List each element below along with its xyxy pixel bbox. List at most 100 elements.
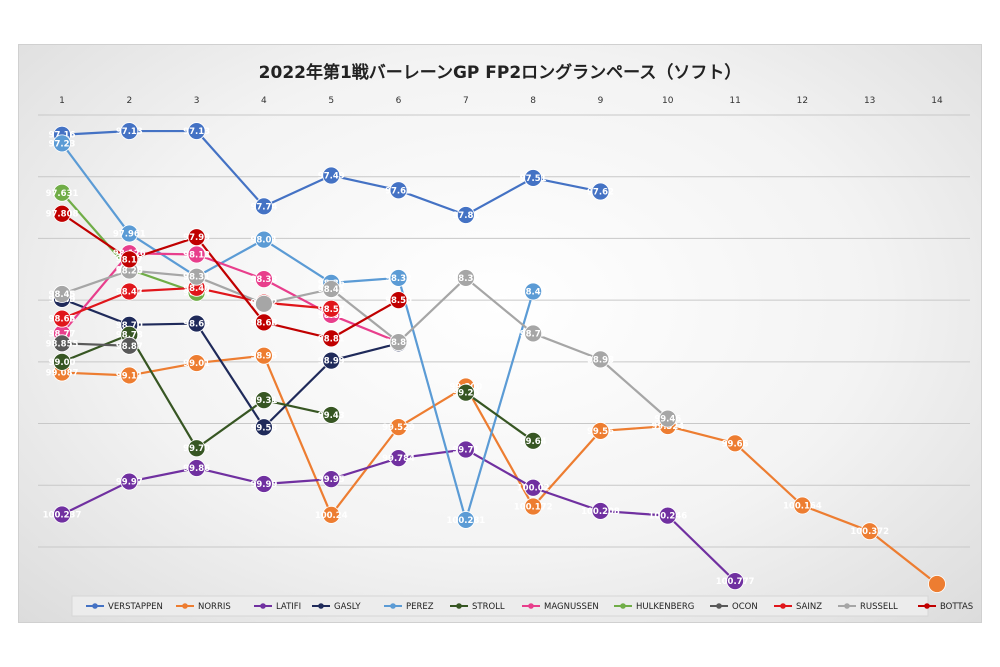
legend-entry: SAINZ — [774, 602, 822, 612]
data-label: 99.64 — [520, 437, 547, 447]
legend-entry: RUSSELL — [838, 602, 898, 612]
data-point — [255, 270, 273, 289]
data-label: 97.51 — [520, 174, 547, 184]
data-point — [120, 224, 139, 243]
data-label: 98.77 — [520, 329, 547, 339]
legend-swatch-dot — [716, 603, 722, 609]
data-point — [255, 294, 273, 313]
legend-swatch-dot — [390, 603, 396, 609]
data-label: 99.25 — [452, 389, 479, 399]
legend-entry: STROLL — [450, 602, 505, 612]
legend-entry: VERSTAPPEN — [86, 602, 163, 612]
data-point — [524, 169, 543, 187]
data-label: 99.46 — [654, 415, 681, 425]
chart-frame — [18, 44, 982, 623]
legend: VERSTAPPEN NORRIS LATIFI GASLY PEREZ STROLL MA… — [71, 595, 973, 617]
legend-swatch-dot — [260, 603, 266, 609]
data-label: 97.74 — [250, 202, 277, 212]
legend-entry: GASLY — [312, 602, 361, 612]
data-point — [322, 299, 341, 318]
data-point — [726, 434, 744, 453]
data-point — [322, 470, 341, 488]
x-tick-label: 8 — [530, 96, 536, 106]
data-label: 99.529 — [382, 423, 415, 433]
data-point — [255, 346, 273, 365]
legend-label: PEREZ — [406, 602, 434, 612]
legend-swatch-dot — [924, 603, 930, 609]
legend-swatch-dot — [92, 603, 98, 609]
legend-swatch-dot — [182, 603, 188, 609]
legend-entry: HULKENBERG — [614, 602, 694, 612]
data-point — [389, 449, 408, 468]
data-point — [456, 206, 475, 224]
data-point — [322, 406, 341, 424]
data-point — [456, 383, 475, 402]
x-tick-label: 6 — [396, 96, 402, 106]
data-point — [120, 366, 139, 385]
data-point — [53, 352, 71, 371]
data-label: 98.95 — [250, 352, 277, 362]
data-label: 98.32 — [385, 274, 412, 284]
data-label: 99.99 — [250, 480, 277, 490]
data-label: 97.23 — [49, 139, 76, 149]
data-label: 99.95 — [318, 475, 345, 485]
data-label: 98.33 — [250, 275, 277, 285]
data-point — [255, 197, 273, 216]
legend-entry: MAGNUSSEN — [522, 602, 599, 612]
legend-swatch-dot — [318, 603, 324, 609]
legend-label: SAINZ — [796, 602, 822, 612]
data-point — [255, 418, 273, 437]
data-label: 99.00 — [49, 358, 76, 368]
data-label: 98.81 — [318, 334, 345, 344]
data-point — [591, 502, 610, 520]
data-label: 98.99 — [318, 357, 345, 367]
data-point — [255, 313, 273, 332]
x-tick-label: 14 — [931, 96, 943, 106]
data-label: 99.31 — [250, 396, 277, 406]
data-point — [187, 228, 206, 247]
data-point — [524, 497, 543, 516]
x-tick-label: 11 — [729, 96, 740, 106]
data-label: 98.32 — [452, 274, 479, 284]
data-label: 98.13 — [183, 250, 210, 260]
data-point — [524, 431, 543, 450]
series-line-norris — [61, 354, 938, 585]
legend-entry: PEREZ — [384, 602, 434, 612]
data-point — [389, 291, 408, 310]
data-label: 100.246 — [648, 512, 687, 522]
legend-label: HULKENBERG — [636, 602, 694, 612]
data-label: 100.172 — [514, 502, 553, 512]
x-axis-ticks: 1 2 3 4 5 6 7 8 9 10 11 12 13 14 — [59, 96, 943, 106]
data-label: 99.70 — [183, 444, 210, 454]
data-point — [726, 572, 744, 591]
data-label: 98.17 — [116, 255, 143, 265]
legend-label: OCON — [732, 602, 758, 612]
chart-title: 2022年第1戦バーレーンGP FP2ロングランペース（ソフト） — [258, 63, 742, 83]
x-tick-label: 13 — [864, 96, 875, 106]
series-line-bottas — [61, 212, 400, 340]
data-label: 99.087 — [46, 369, 79, 379]
data-point — [53, 183, 71, 202]
data-label: 97.49 — [318, 171, 345, 181]
data-point — [389, 181, 408, 200]
data-label: 99.11 — [116, 371, 143, 381]
data-point — [187, 354, 206, 372]
data-label: 99.97 — [116, 478, 143, 488]
legend-label: GASLY — [334, 602, 361, 612]
x-tick-label: 3 — [194, 96, 200, 106]
data-point — [187, 122, 206, 140]
data-label: 98.69 — [183, 320, 210, 330]
legend-entry: OCON — [710, 602, 758, 612]
data-point — [120, 250, 139, 269]
data-label: 98.40 — [183, 284, 210, 294]
data-label: 99.86 — [183, 464, 210, 474]
data-point — [255, 475, 273, 493]
data-point — [120, 282, 139, 301]
data-point — [524, 324, 543, 343]
series-line-perez — [61, 142, 535, 522]
data-point — [322, 329, 341, 348]
legend-swatch-dot — [780, 603, 786, 609]
data-point — [120, 336, 139, 355]
data-point — [524, 282, 543, 301]
data-point — [53, 309, 71, 328]
